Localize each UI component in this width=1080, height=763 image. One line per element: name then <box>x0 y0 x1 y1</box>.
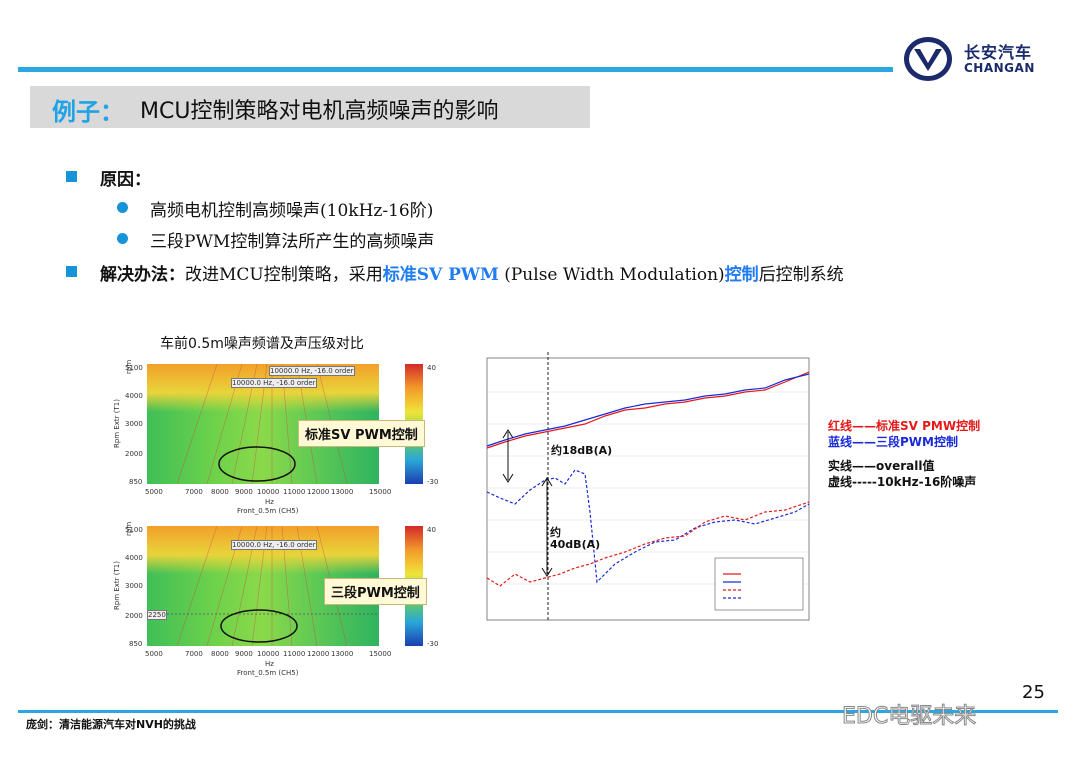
cursor-box: 10000.0 Hz, -16.0 order <box>269 366 355 376</box>
ytick: 850 <box>129 478 143 486</box>
xtick: 5000 <box>145 488 163 496</box>
watermark: EDC电驱未来 <box>841 704 977 730</box>
legend-dashed: 虚线-----10kHz-16阶噪声 <box>828 475 977 489</box>
xtick: 8000 <box>211 488 229 496</box>
legend-red: 红线——标准SV PMW控制 <box>828 419 981 433</box>
annotation-40db: 40dB(A) <box>550 538 601 551</box>
legend-solid: 实线——overall值 <box>828 459 935 473</box>
ytick: 4000 <box>125 392 143 400</box>
sound-pressure-plot: 约18dB(A) 约 40dB(A) <box>475 352 813 632</box>
changan-logo: 长安汽车 CHANGAN <box>902 33 1062 85</box>
solution-highlight: 标准SV PWM <box>382 265 499 285</box>
xtick: 7000 <box>185 488 203 496</box>
changan-emblem-icon <box>904 37 952 81</box>
solution-text: 后控制系统 <box>758 265 844 285</box>
xunit: Hz <box>265 498 274 506</box>
brand-name-cn: 长安汽车 <box>964 43 1033 62</box>
annotation-40db-prefix: 约 <box>550 526 561 539</box>
xtick: 8000 <box>211 650 229 658</box>
figure-caption: 车前0.5m噪声频谱及声压级对比 <box>160 336 364 352</box>
bullet-square-icon <box>66 171 77 182</box>
colorbar-top-label: 40 <box>427 526 436 534</box>
cursor-box: 10000.0 Hz, -16.0 order <box>231 378 317 388</box>
title-prefix: 例子： <box>52 98 124 126</box>
colorbar-bottom-label: -30 <box>427 640 439 648</box>
xtick: 13000 <box>331 650 354 658</box>
bullet-dot-icon <box>117 202 128 213</box>
xtick: 15000 <box>369 650 392 658</box>
ytick: 850 <box>129 640 143 648</box>
xtick: 11000 <box>283 488 306 496</box>
cause-label: 原因： <box>100 170 151 190</box>
spectrogram-tag: 标准SV PWM控制 <box>298 420 425 447</box>
sound-pressure-svg <box>486 352 810 621</box>
footer-rule <box>18 710 1058 713</box>
yunit: rpm <box>125 359 133 374</box>
colorbar-bottom-label: -30 <box>427 478 439 486</box>
ytick: 5100 <box>125 526 143 534</box>
xtick: 13000 <box>331 488 354 496</box>
solution-highlight: 控制 <box>724 265 759 285</box>
solution-line: 解决办法：改进MCU控制策略，采用标准SV PWM (Pulse Width M… <box>100 260 844 285</box>
xlabel: Front_0.5m (CH5) <box>237 669 299 677</box>
solution-text: 改进MCU控制策略，采用 <box>185 265 383 285</box>
xtick: 7000 <box>185 650 203 658</box>
cause-item: 三段PWM控制算法所产生的高频噪声 <box>150 232 435 252</box>
ytick: 3000 <box>125 420 143 428</box>
xtick: 9000 <box>235 488 253 496</box>
xtick: 15000 <box>369 488 392 496</box>
bullet-dot-icon <box>117 233 128 244</box>
solution-text: (Pulse Width Modulation) <box>504 265 725 285</box>
spectrogram-hot-zone <box>147 526 379 574</box>
xlabel: Front_0.5m (CH5) <box>237 507 299 515</box>
header-rule <box>18 67 893 72</box>
cursor-rpm-box: 2250 <box>147 610 167 620</box>
slide-title-box: 例子： MCU控制策略对电机高频噪声的影响 <box>30 86 590 128</box>
spectrogram-tag: 三段PWM控制 <box>324 578 427 605</box>
xtick: 10000 <box>257 650 280 658</box>
ytick: 2000 <box>125 612 143 620</box>
xtick: 5000 <box>145 650 163 658</box>
footer-text: 庞剑：清洁能源汽车对NVH的挑战 <box>26 718 196 731</box>
xtick: 10000 <box>257 488 280 496</box>
ylabel: Rpm Extr (T1) <box>113 561 121 610</box>
brand-name-en: CHANGAN <box>964 61 1035 75</box>
spectrogram-bottom: 10000.0 Hz, -16.0 order 2250 40 -30 5100… <box>113 520 443 690</box>
solution-label: 解决办法： <box>100 265 185 285</box>
ylabel: Rpm Extr (T1) <box>113 399 121 448</box>
figure-legend: 红线——标准SV PMW控制 蓝线——三段PWM控制 实线——overall值 … <box>828 418 980 490</box>
yunit: rpm <box>125 521 133 536</box>
xtick: 11000 <box>283 650 306 658</box>
ytick: 2000 <box>125 450 143 458</box>
page-number: 25 <box>1022 682 1045 703</box>
ytick: 5100 <box>125 364 143 372</box>
cause-item: 高频电机控制高频噪声(10kHz-16阶) <box>150 201 434 221</box>
xtick: 12000 <box>307 650 330 658</box>
colorbar-top-label: 40 <box>427 364 436 372</box>
ytick: 3000 <box>125 582 143 590</box>
ytick: 4000 <box>125 554 143 562</box>
cursor-box: 10000.0 Hz, -16.0 order <box>231 540 317 550</box>
slide-title: MCU控制策略对电机高频噪声的影响 <box>140 99 499 124</box>
legend-blue: 蓝线——三段PWM控制 <box>828 435 958 449</box>
bullet-square-icon <box>66 266 77 277</box>
xtick: 9000 <box>235 650 253 658</box>
annotation-18db: 约18dB(A) <box>551 444 613 457</box>
xtick: 12000 <box>307 488 330 496</box>
xunit: Hz <box>265 660 274 668</box>
